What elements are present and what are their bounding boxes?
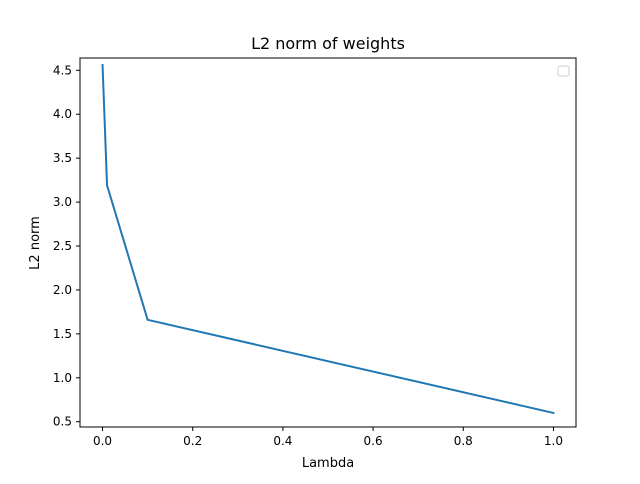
x-tick-label: 0.8 bbox=[454, 434, 473, 448]
legend-box bbox=[557, 65, 570, 77]
chart-title: L2 norm of weights bbox=[251, 34, 405, 53]
plot-area bbox=[79, 57, 577, 428]
x-tick-label: 0.6 bbox=[364, 434, 383, 448]
x-axis-ticks: 0.0 0.2 0.4 0.6 0.8 1.0 bbox=[93, 427, 563, 448]
x-tick-label: 0.2 bbox=[183, 434, 202, 448]
y-tick-label: 0.5 bbox=[53, 415, 72, 429]
series-line bbox=[101, 63, 555, 415]
x-tick-label: 1.0 bbox=[544, 434, 563, 448]
x-tick-label: 0.4 bbox=[273, 434, 292, 448]
series-layer bbox=[101, 63, 555, 415]
y-tick-label: 1.0 bbox=[53, 371, 72, 385]
y-tick-label: 2.0 bbox=[53, 283, 72, 297]
plot-frame bbox=[79, 57, 577, 428]
y-tick-label: 4.5 bbox=[53, 63, 72, 77]
y-tick-label: 3.5 bbox=[53, 151, 72, 165]
x-tick-label: 0.0 bbox=[93, 434, 112, 448]
y-tick-label: 2.5 bbox=[53, 239, 72, 253]
y-tick-label: 3.0 bbox=[53, 195, 72, 209]
y-axis-ticks: 0.5 1.0 1.5 2.0 2.5 3.0 3.5 4.0 4.5 bbox=[53, 63, 80, 429]
y-tick-label: 1.5 bbox=[53, 327, 72, 341]
x-axis-label: Lambda bbox=[302, 456, 354, 471]
y-axis-label: L2 norm bbox=[28, 216, 43, 270]
y-tick-label: 4.0 bbox=[53, 107, 72, 121]
